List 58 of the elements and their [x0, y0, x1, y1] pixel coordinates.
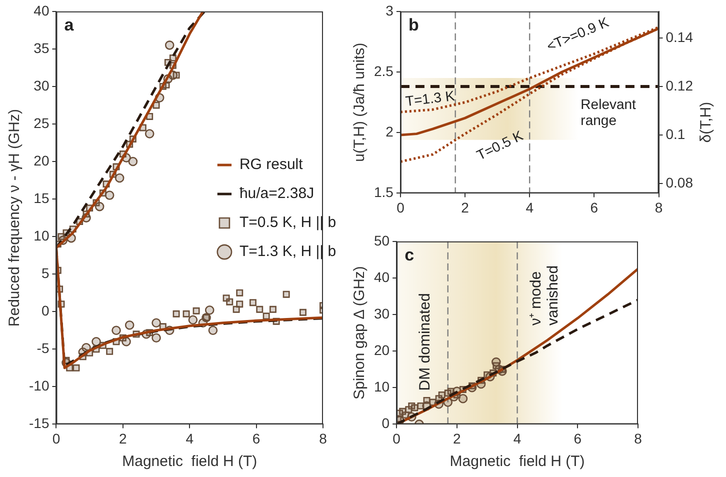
y-tick-label: 35 — [34, 40, 50, 56]
y2-axis-title: δ(T,H) — [698, 102, 715, 143]
y-tick-label: 2 — [386, 123, 394, 140]
x-tick-label: 6 — [590, 199, 598, 216]
y-tick-label: 30 — [374, 305, 390, 322]
x-tick-label: 2 — [453, 430, 462, 446]
y-tick-label: 2.5 — [374, 62, 394, 79]
x-tick-label: 6 — [574, 430, 582, 446]
x-tick-label: 8 — [634, 430, 642, 446]
y-tick-label: 50 — [374, 232, 390, 248]
legend-label: ħu/a=2.38J — [239, 185, 314, 202]
legend-label: T=0.5 K, H || b — [239, 214, 336, 232]
x-tick-label: 8 — [654, 199, 663, 216]
y-tick-label: 1.5 — [374, 184, 394, 200]
y2-tick-label: 0.14 — [666, 28, 694, 45]
y-tick-label: 40 — [34, 2, 50, 18]
y-axis-title: Reduced frequency ν - γH (GHz) — [6, 109, 24, 327]
band-label: Relevant range — [580, 96, 636, 128]
legend-label: RG result — [239, 156, 304, 174]
x-tick-label: 4 — [513, 430, 522, 446]
x-tick-label: 2 — [461, 199, 470, 216]
chart-title: c — [404, 246, 414, 265]
y-tick-label: -10 — [29, 378, 50, 394]
y-tick-label: 3 — [386, 2, 394, 18]
y-tick-label: 30 — [34, 77, 50, 94]
annotation: T=0.5 K — [474, 126, 526, 164]
y2-tick-label: 0.1 — [666, 126, 686, 142]
y-axis-title: Spinon gap Δ (GHz) — [351, 266, 368, 400]
annotation: DM dominated — [416, 293, 434, 391]
annotation: T=1.3 K — [404, 87, 456, 110]
chart-title: b — [408, 16, 419, 35]
y-tick-label: 0 — [41, 302, 50, 318]
chart-title: a — [64, 16, 74, 35]
x-axis-title: Magnetic field H (T) — [122, 453, 258, 470]
y2-tick-label: 0.08 — [666, 174, 694, 190]
y-tick-label: 15 — [34, 190, 50, 206]
x-axis-title: Magnetic field H (T) — [450, 453, 585, 470]
x-tick-label: 4 — [186, 430, 194, 446]
y-tick-label: 20 — [34, 152, 50, 168]
legend-label: T=1.3 K, H || b — [239, 243, 336, 260]
y-tick-label: 20 — [374, 342, 390, 358]
y-tick-label: -5 — [36, 340, 50, 356]
y-axis-title: u(T,H) (Ja/ħ units) — [351, 42, 368, 162]
x-tick-label: 8 — [319, 430, 328, 446]
x-tick-label: 4 — [526, 199, 534, 216]
x-tick-label: 6 — [252, 430, 260, 446]
x-tick-label: 0 — [396, 199, 405, 216]
x-tick-label: 0 — [52, 430, 60, 446]
x-tick-label: 2 — [119, 430, 128, 446]
annotation: ν⁺ mode vanished — [528, 265, 562, 326]
y-tick-label: 40 — [374, 268, 390, 285]
y-tick-label: -15 — [29, 415, 50, 432]
y2-tick-label: 0.12 — [666, 77, 694, 94]
y-tick-label: 0 — [382, 415, 390, 432]
y-tick-label: 10 — [374, 378, 390, 394]
y-tick-label: 5 — [41, 264, 50, 281]
y-tick-label: 10 — [34, 227, 50, 244]
y-tick-label: 25 — [34, 114, 50, 131]
